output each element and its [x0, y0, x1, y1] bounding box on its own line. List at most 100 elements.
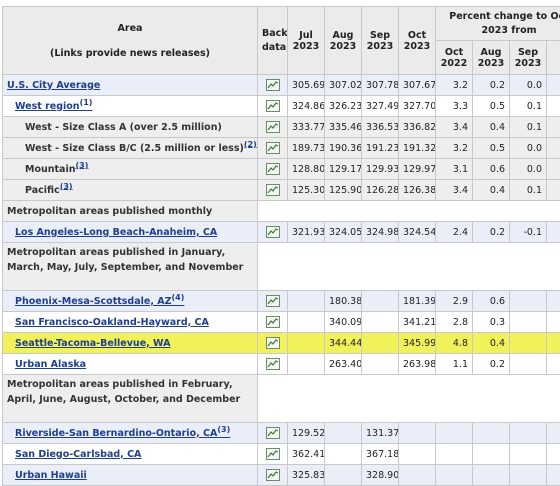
value-cell-p1: 3.2	[436, 75, 473, 96]
value-cell-p3	[510, 312, 547, 333]
footnote-ref[interactable]: (2)	[244, 139, 257, 148]
footnote-ref[interactable]: (3)	[60, 181, 73, 190]
value-cell-p2: 0.2	[473, 354, 510, 375]
area-link-text[interactable]: U.S. City Average	[7, 80, 100, 91]
section-blank-cell	[258, 375, 560, 423]
area-link-us-city-average[interactable]: U.S. City Average	[7, 80, 100, 91]
line-chart-icon[interactable]	[266, 100, 280, 112]
area-link-los-angeles[interactable]: Los Angeles-Long Beach-Anaheim, CA	[15, 227, 217, 238]
extra-cell	[547, 96, 560, 117]
value-cell-aug: 180.387	[325, 291, 362, 312]
area-cell: West region(1)	[3, 96, 258, 117]
area-link-seattle[interactable]: Seattle-Tacoma-Bellevue, WA	[15, 338, 170, 349]
back-data-cell	[258, 444, 288, 465]
line-chart-icon[interactable]	[266, 469, 280, 481]
back-data-cell	[258, 312, 288, 333]
value-cell-sep: 328.905	[362, 465, 399, 486]
back-data-cell	[258, 354, 288, 375]
line-chart-icon[interactable]	[266, 226, 280, 238]
footnote-ref[interactable]: (1)	[80, 97, 93, 106]
section-header-row: Metropolitan areas published monthly	[3, 201, 560, 222]
section-header: Metropolitan areas published monthly	[3, 201, 258, 222]
value-cell-p2	[473, 465, 510, 486]
area-link-san-francisco[interactable]: San Francisco-Oakland-Hayward, CA	[15, 317, 209, 328]
value-cell-p3: 0.1	[510, 96, 547, 117]
value-cell-oct: 181.391	[399, 291, 436, 312]
area-link-text[interactable]: Riverside-San Bernardino-Ontario, CA	[15, 428, 217, 439]
footnote-ref[interactable]: (4)	[172, 292, 185, 301]
value-cell-sep	[362, 291, 399, 312]
value-cell-aug	[325, 423, 362, 444]
value-cell-p1: 2.8	[436, 312, 473, 333]
value-cell-sep: 307.789	[362, 75, 399, 96]
area-cell: Riverside-San Bernardino-Ontario, CA(3)	[3, 423, 258, 444]
area-link-text[interactable]: West region	[15, 101, 80, 112]
area-link-text[interactable]: Seattle-Tacoma-Bellevue, WA	[15, 338, 170, 349]
footnote-ref[interactable]: (3)	[217, 424, 230, 433]
line-chart-icon[interactable]	[266, 427, 280, 439]
extra-cell	[547, 312, 560, 333]
area-link-text[interactable]: Urban Hawaii	[15, 470, 87, 481]
value-cell-jul	[288, 291, 325, 312]
extra-cell	[547, 117, 560, 138]
line-chart-icon[interactable]	[266, 358, 280, 370]
extra-cell	[547, 291, 560, 312]
line-chart-icon[interactable]	[266, 316, 280, 328]
line-chart-icon[interactable]	[266, 337, 280, 349]
back-data-cell	[258, 117, 288, 138]
area-link-urban-hawaii[interactable]: Urban Hawaii	[15, 470, 87, 481]
value-cell-jul: 325.836	[288, 465, 325, 486]
area-cell: U.S. City Average	[3, 75, 258, 96]
area-link-text[interactable]: San Francisco-Oakland-Hayward, CA	[15, 317, 209, 328]
value-cell-aug: 335.462	[325, 117, 362, 138]
area-link-text[interactable]: San Diego-Carlsbad, CA	[15, 449, 141, 460]
area-link-urban-alaska[interactable]: Urban Alaska	[15, 359, 86, 370]
value-cell-sep	[362, 312, 399, 333]
value-cell-p2: 0.4	[473, 180, 510, 201]
value-cell-jul: 333.779	[288, 117, 325, 138]
line-chart-icon[interactable]	[266, 121, 280, 133]
extra-cell	[547, 465, 560, 486]
value-cell-sep: 327.491	[362, 96, 399, 117]
value-cell-p2	[473, 423, 510, 444]
value-cell-sep	[362, 333, 399, 354]
area-link-riverside[interactable]: Riverside-San Bernardino-Ontario, CA(3)	[15, 428, 230, 439]
line-chart-icon[interactable]	[266, 79, 280, 91]
area-link-san-diego[interactable]: San Diego-Carlsbad, CA	[15, 449, 141, 460]
value-cell-p2: 0.2	[473, 222, 510, 243]
back-data-cell	[258, 423, 288, 444]
area-link-text[interactable]: Urban Alaska	[15, 359, 86, 370]
footnote-ref[interactable]: (3)	[75, 160, 88, 169]
line-chart-icon[interactable]	[266, 184, 280, 196]
area-link-phoenix[interactable]: Phoenix-Mesa-Scottsdale, AZ(4)	[15, 296, 184, 307]
line-chart-icon[interactable]	[266, 448, 280, 460]
extra-cell	[547, 180, 560, 201]
area-cell: Mountain(3)	[3, 159, 258, 180]
line-chart-icon[interactable]	[266, 163, 280, 175]
back-data-cell	[258, 333, 288, 354]
value-cell-sep: 367.185	[362, 444, 399, 465]
value-cell-p2: 0.4	[473, 333, 510, 354]
area-cell: San Francisco-Oakland-Hayward, CA	[3, 312, 258, 333]
value-cell-p1: 3.4	[436, 117, 473, 138]
area-link-west-region[interactable]: West region(1)	[15, 101, 92, 112]
value-cell-jul	[288, 333, 325, 354]
area-link-text[interactable]: Phoenix-Mesa-Scottsdale, AZ	[15, 296, 172, 307]
value-cell-jul: 189.737	[288, 138, 325, 159]
value-cell-sep: 129.933	[362, 159, 399, 180]
area-cell: Phoenix-Mesa-Scottsdale, AZ(4)	[3, 291, 258, 312]
value-cell-oct: 263.984	[399, 354, 436, 375]
section-header-row: Metropolitan areas published in February…	[3, 375, 560, 423]
value-cell-jul: 362.412	[288, 444, 325, 465]
value-cell-p1: 2.4	[436, 222, 473, 243]
value-cell-p2: 0.5	[473, 138, 510, 159]
area-link-text[interactable]: Los Angeles-Long Beach-Anaheim, CA	[15, 227, 217, 238]
back-data-cell	[258, 465, 288, 486]
line-chart-icon[interactable]	[266, 142, 280, 154]
line-chart-icon[interactable]	[266, 295, 280, 307]
value-cell-sep: 131.372	[362, 423, 399, 444]
value-cell-oct: 307.671	[399, 75, 436, 96]
